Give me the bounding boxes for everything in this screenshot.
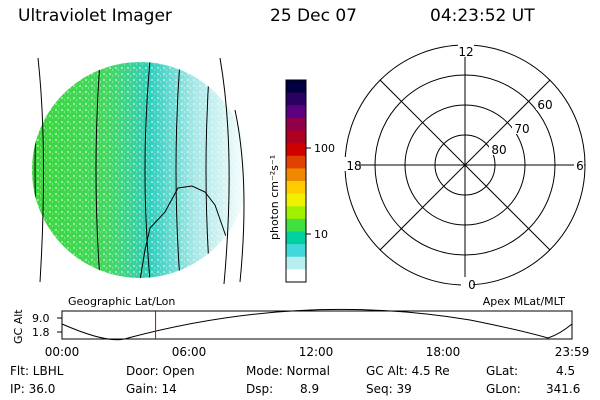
color-bar-segment [286, 92, 306, 106]
dsp-value: 8.9 [300, 382, 320, 396]
time-tick: 00:00 [45, 345, 80, 359]
mlt-label-18: 18 [346, 159, 361, 173]
color-bar-segment [286, 206, 306, 220]
color-bar [286, 80, 306, 283]
meridian-line [219, 57, 230, 285]
color-bar-segment [286, 256, 306, 270]
color-bar-segment [286, 117, 306, 131]
time-label: 04:23:52 UT [430, 6, 535, 26]
mlt-label-6: 6 [576, 159, 584, 173]
altitude-curve [61, 308, 573, 341]
geographic-caption: Geographic Lat/Lon [68, 295, 175, 308]
gain-info: Gain: 14 [126, 382, 177, 396]
glon-label: GLon: [486, 382, 521, 396]
gc-alt-info: GC Alt: 4.5 Re [366, 364, 450, 378]
color-bar-segment [286, 218, 306, 232]
glat-label: GLat: [486, 364, 519, 378]
color-bar-segment [286, 130, 306, 144]
time-tick: 23:59 [555, 345, 590, 359]
colorbar-tick-10: 10 [314, 228, 328, 241]
lat-label-70: 70 [514, 122, 529, 136]
color-bar-segment [286, 269, 306, 283]
ip-info: IP: 36.0 [10, 382, 56, 396]
lat-label-60: 60 [537, 98, 552, 112]
uv-image [32, 62, 248, 278]
colorbar-tick-100: 100 [314, 142, 335, 155]
mlt-label-0: 0 [468, 278, 476, 292]
timeline-plot [57, 308, 573, 341]
colorbar-unit-label: photon cm⁻²s⁻¹ [268, 155, 281, 240]
color-bar-frame [285, 79, 307, 283]
color-bar-segment [286, 80, 306, 94]
time-tick: 06:00 [172, 345, 207, 359]
instrument-title: Ultraviolet Imager [18, 6, 172, 26]
color-bar-segment [286, 105, 306, 119]
date-label: 25 Dec 07 [270, 6, 357, 26]
polar-plot [344, 44, 586, 286]
color-bar-segment [286, 193, 306, 207]
color-bar-segment [286, 168, 306, 182]
color-bar-segment [286, 181, 306, 195]
seq-info: Seq: 39 [366, 382, 412, 396]
dsp-label: Dsp: [246, 382, 274, 396]
color-bar-segment [286, 155, 306, 169]
mode-info: Mode: Normal [246, 364, 330, 378]
gc-alt-tick-high: 9.0 [32, 312, 50, 325]
time-tick: 12:00 [299, 345, 334, 359]
gc-alt-axis-label: GC Alt [12, 309, 25, 344]
lat-label-80: 80 [491, 143, 506, 157]
glat-value: 4.5 [556, 364, 576, 378]
color-bar-segment [286, 143, 306, 157]
color-bar-segment [286, 244, 306, 258]
mlt-label-12: 12 [458, 45, 473, 59]
filter-info: Flt: LBHL [10, 364, 64, 378]
glon-value: 341.6 [546, 382, 581, 396]
gc-alt-tick-low: 1.8 [32, 326, 50, 339]
color-bar-segment [286, 231, 306, 245]
door-info: Door: Open [126, 364, 195, 378]
apex-caption: Apex MLat/MLT [483, 295, 566, 308]
meridian-line [234, 109, 245, 283]
time-tick: 18:00 [426, 345, 461, 359]
meridian-line [37, 57, 45, 283]
